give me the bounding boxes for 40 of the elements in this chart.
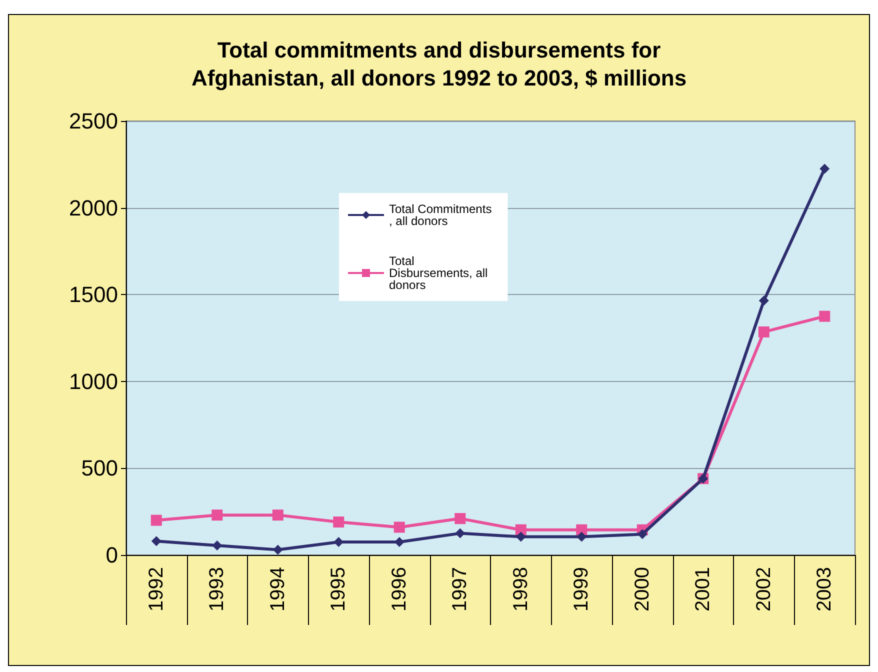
point — [576, 532, 587, 542]
point — [333, 516, 344, 528]
x-tick-label: 1998 — [510, 567, 532, 612]
x-tick-label: 2003 — [814, 567, 836, 612]
point — [334, 536, 344, 547]
x-tick-label: 2000 — [631, 567, 654, 612]
point — [272, 510, 284, 521]
x-tick-label: 1999 — [570, 567, 593, 612]
point — [455, 528, 466, 538]
point — [637, 529, 648, 540]
x-tick-label: 1997 — [449, 567, 472, 612]
point — [758, 326, 770, 338]
point — [394, 522, 405, 533]
point — [150, 514, 162, 526]
x-tick-label: 1996 — [388, 567, 410, 612]
x-tick-label: 2001 — [692, 567, 714, 612]
y-tick-label: 500 — [81, 456, 118, 481]
legend-label: Total Disbursements, all donors — [389, 254, 492, 292]
point — [820, 164, 830, 174]
chart-title: Total commitments and disbursements for Afghanistan, all donors 1992 to 2003, $ millions — [191, 38, 687, 90]
x-tick-label: 1993 — [206, 567, 228, 612]
point — [212, 540, 222, 550]
point — [272, 544, 283, 555]
y-tick-label: 1500 — [69, 282, 118, 308]
x-tick-label: 1994 — [266, 567, 289, 612]
point — [516, 532, 526, 542]
x-tick-label: 2002 — [752, 567, 775, 612]
point — [819, 310, 830, 322]
x-tick-label: 1995 — [328, 567, 350, 612]
point — [151, 536, 162, 546]
y-tick-label: 2000 — [69, 195, 118, 220]
x-tick-label: 1992 — [145, 567, 168, 612]
point — [394, 536, 404, 547]
legend-label: Total Commitments, all donors — [389, 202, 492, 228]
point — [454, 513, 466, 524]
point — [212, 510, 223, 521]
point — [758, 296, 769, 306]
y-tick-label: 2500 — [69, 108, 118, 134]
y-tick-label: 1000 — [69, 368, 118, 394]
y-tick-label: 0 — [106, 542, 118, 568]
